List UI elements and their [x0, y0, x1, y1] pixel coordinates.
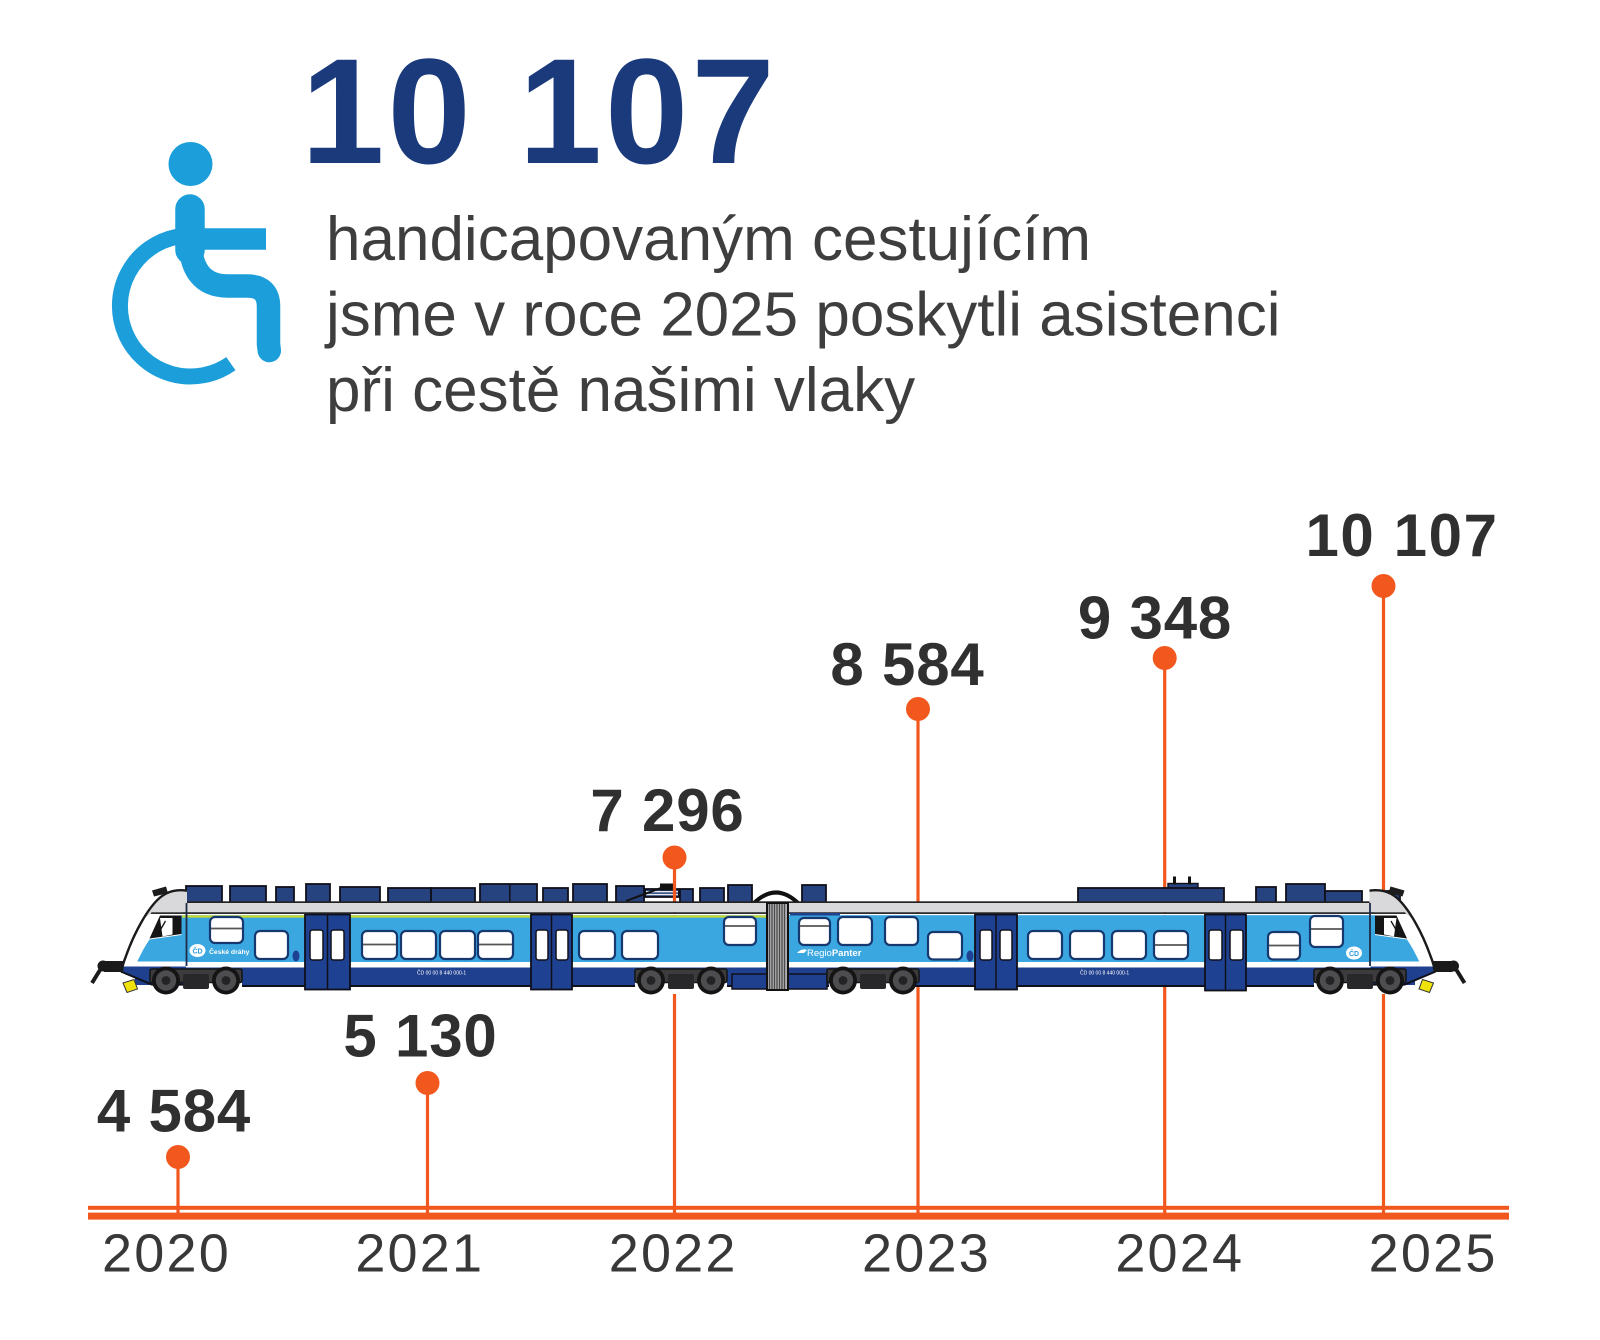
svg-text:ČD: ČD [1349, 949, 1359, 958]
svg-text:RegioPanter: RegioPanter [807, 948, 862, 959]
svg-text:České dráhy: České dráhy [209, 947, 250, 956]
svg-text:5 130: 5 130 [343, 1003, 497, 1070]
svg-text:10 107: 10 107 [301, 27, 778, 195]
svg-text:jsme v roce 2025 poskytli asis: jsme v roce 2025 poskytli asistenci [324, 281, 1281, 350]
svg-text:10 107: 10 107 [1305, 502, 1498, 569]
svg-text:ČD: ČD [192, 947, 202, 956]
svg-text:2024: 2024 [1115, 1224, 1244, 1284]
svg-text:2023: 2023 [862, 1224, 991, 1284]
svg-text:handicapovaným cestujícím: handicapovaným cestujícím [326, 205, 1091, 274]
svg-text:4 584: 4 584 [97, 1078, 251, 1145]
svg-text:ČD 00 00 8 440 000-1: ČD 00 00 8 440 000-1 [417, 970, 466, 977]
svg-text:2021: 2021 [355, 1224, 484, 1284]
svg-text:při cestě našimi vlaky: při cestě našimi vlaky [326, 356, 915, 425]
svg-text:7 296: 7 296 [590, 777, 744, 844]
svg-text:ČD 00 00 8 440 000-1: ČD 00 00 8 440 000-1 [1080, 970, 1129, 977]
svg-text:2020: 2020 [102, 1224, 231, 1284]
svg-text:8 584: 8 584 [830, 631, 984, 698]
svg-text:9 348: 9 348 [1078, 585, 1232, 652]
svg-text:2025: 2025 [1369, 1224, 1498, 1284]
svg-text:2022: 2022 [609, 1224, 738, 1284]
